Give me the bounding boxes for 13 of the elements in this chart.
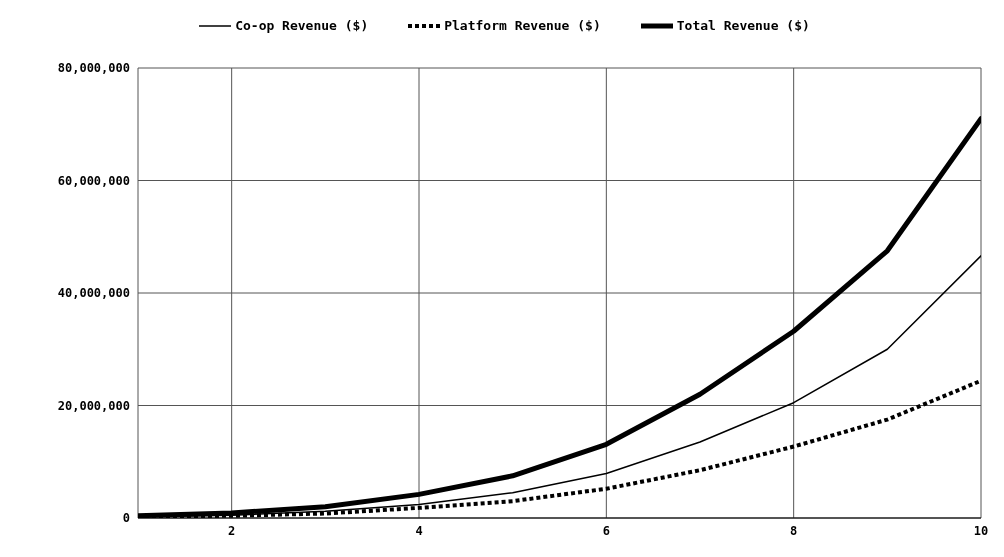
x-tick-label: 10 xyxy=(973,523,989,538)
x-tick-label: 8 xyxy=(790,523,798,538)
y-tick-label: 60,000,000 xyxy=(57,173,130,188)
y-tick-label: 80,000,000 xyxy=(57,61,130,76)
x-tick-label: 2 xyxy=(228,523,236,538)
y-tick-label: 20,000,000 xyxy=(57,398,130,413)
x-tick-label: 6 xyxy=(602,523,610,538)
legend-label: Co-op Revenue ($) xyxy=(235,18,369,33)
legend-label: Platform Revenue ($) xyxy=(444,18,601,33)
legend-label: Total Revenue ($) xyxy=(676,18,810,33)
x-tick-label: 4 xyxy=(415,523,423,538)
y-tick-label: 0 xyxy=(122,511,130,526)
y-tick-label: 40,000,000 xyxy=(57,286,130,301)
